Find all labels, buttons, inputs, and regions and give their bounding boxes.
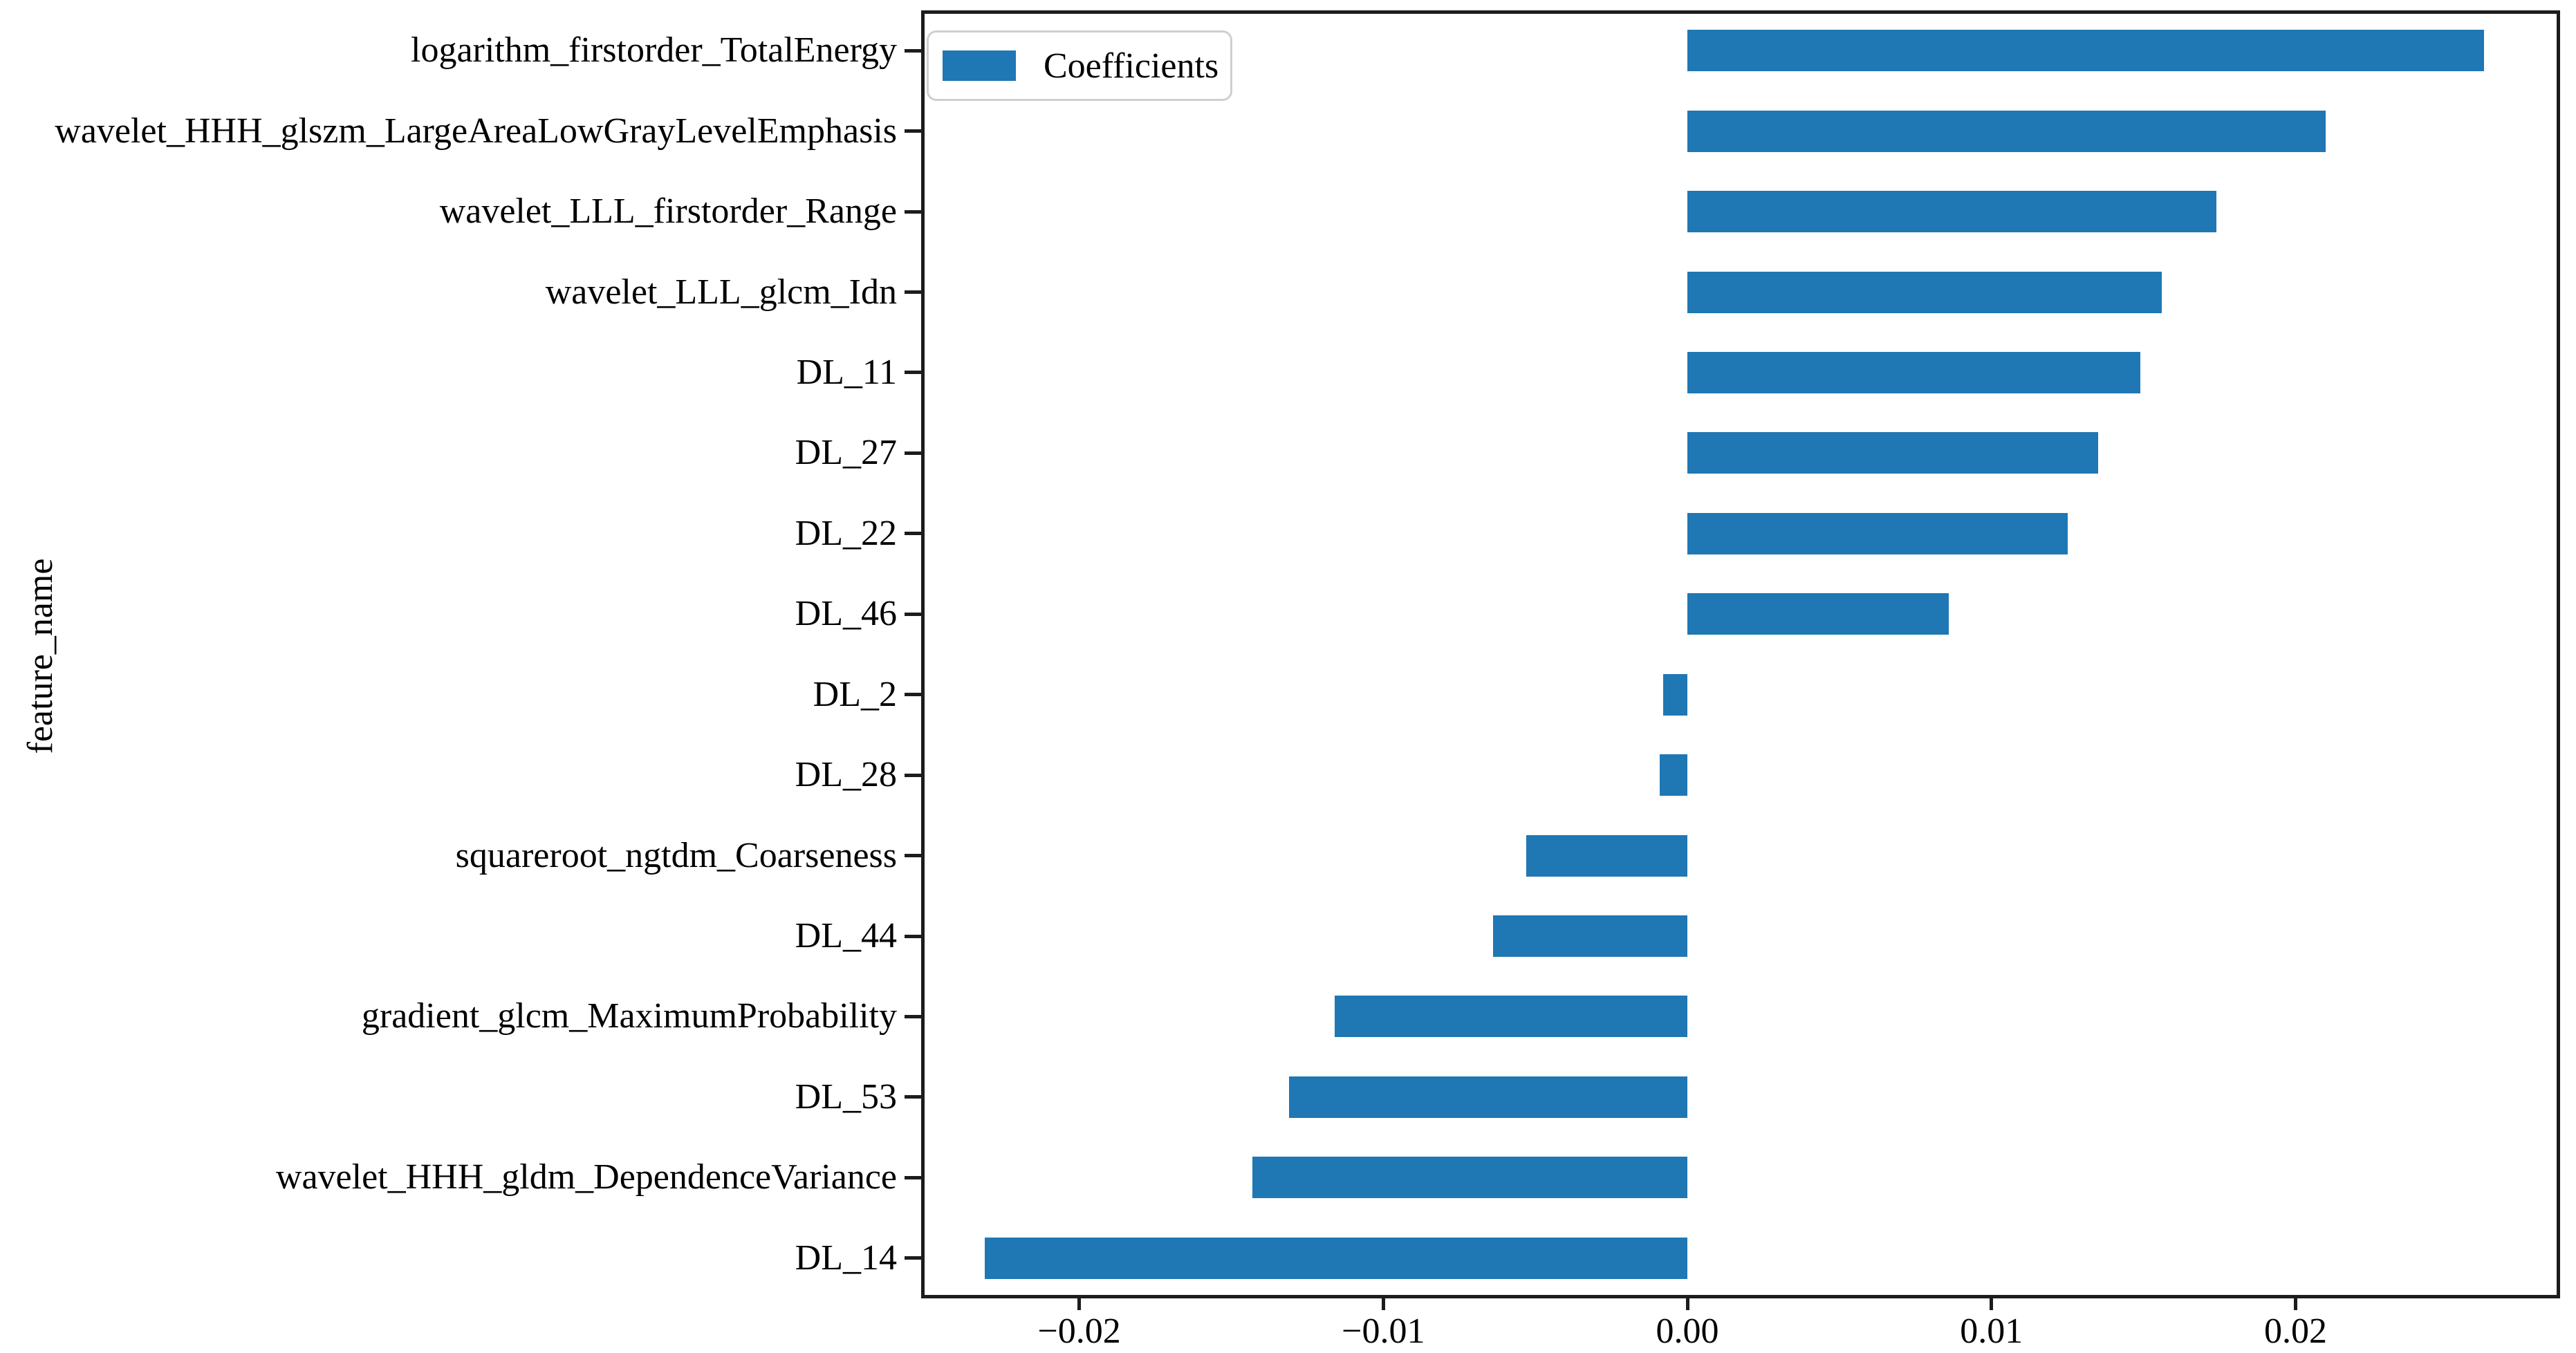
bar-logarithm_firstorder_TotalEnergy (1687, 30, 2485, 72)
ytick-label-DL_28: DL_28 (795, 755, 897, 795)
legend-swatch (943, 50, 1016, 81)
bar-DL_2 (1662, 673, 1688, 716)
ytick-label-wavelet_HHH_glszm_LargeAreaLowGrayLevelEmphasis: wavelet_HHH_glszm_LargeAreaLowGrayLevelE… (55, 111, 897, 151)
bar-wavelet_LLL_firstorder_Range (1687, 191, 2217, 233)
legend: Coefficients (927, 30, 1232, 101)
y-tick-mark (905, 693, 921, 697)
bar-DL_11 (1687, 351, 2141, 393)
bar-DL_14 (985, 1237, 1688, 1279)
y-tick-mark (905, 1256, 921, 1260)
bar-wavelet_LLL_glcm_Idn (1687, 271, 2162, 313)
ytick-label-wavelet_HHH_gldm_DependenceVariance: wavelet_HHH_gldm_DependenceVariance (275, 1157, 897, 1197)
bar-gradient_glcm_MaximumProbability (1334, 996, 1688, 1038)
xtick-label-−0.01: −0.01 (1342, 1312, 1425, 1351)
bar-squareroot_ngtdm_Coarseness (1526, 834, 1688, 877)
bar-wavelet_HHH_gldm_DependenceVariance (1252, 1157, 1688, 1199)
y-tick-mark (905, 934, 921, 938)
y-tick-mark (905, 612, 921, 616)
x-tick-mark (1381, 1297, 1385, 1310)
y-tick-mark (905, 209, 921, 214)
ytick-label-DL_11: DL_11 (796, 352, 897, 392)
ytick-label-DL_2: DL_2 (813, 674, 897, 714)
y-tick-mark (905, 371, 921, 375)
y-tick-mark (905, 1175, 921, 1179)
bar-DL_44 (1492, 915, 1688, 958)
bar-DL_27 (1687, 432, 2098, 474)
ytick-label-gradient_glcm_MaximumProbability: gradient_glcm_MaximumProbability (361, 996, 897, 1036)
y-tick-mark (905, 290, 921, 295)
ytick-label-DL_27: DL_27 (795, 433, 897, 473)
ytick-label-DL_53: DL_53 (795, 1076, 897, 1117)
ytick-label-DL_14: DL_14 (795, 1238, 897, 1278)
ytick-label-DL_22: DL_22 (795, 513, 897, 553)
legend-label: Coefficients (1044, 46, 1219, 86)
y-tick-mark (905, 773, 921, 777)
xtick-label-0.01: 0.01 (1960, 1312, 2023, 1351)
ytick-label-DL_44: DL_44 (795, 916, 897, 956)
x-tick-mark (1077, 1297, 1082, 1310)
x-tick-mark (2293, 1297, 2297, 1310)
y-tick-mark (905, 129, 921, 133)
bar-DL_22 (1687, 512, 2068, 554)
y-axis-title: feature_name (21, 558, 60, 754)
ytick-label-wavelet_LLL_firstorder_Range: wavelet_LLL_firstorder_Range (439, 192, 897, 232)
ytick-label-wavelet_LLL_glcm_Idn: wavelet_LLL_glcm_Idn (545, 272, 897, 312)
bar-DL_53 (1289, 1076, 1688, 1118)
xtick-label-−0.02: −0.02 (1037, 1312, 1121, 1351)
x-tick-mark (1685, 1297, 1689, 1310)
bar-DL_46 (1687, 593, 1949, 635)
y-tick-mark (905, 451, 921, 455)
ytick-label-squareroot_ngtdm_Coarseness: squareroot_ngtdm_Coarseness (455, 835, 897, 875)
xtick-label-0.00: 0.00 (1656, 1312, 1719, 1351)
x-tick-mark (1990, 1297, 1994, 1310)
y-tick-mark (905, 854, 921, 858)
y-tick-mark (905, 1095, 921, 1099)
y-tick-mark (905, 532, 921, 536)
ytick-label-logarithm_firstorder_TotalEnergy: logarithm_firstorder_TotalEnergy (411, 30, 897, 71)
bar-wavelet_HHH_glszm_LargeAreaLowGrayLevelEmphasis (1687, 110, 2326, 152)
xtick-label-0.02: 0.02 (2263, 1312, 2327, 1351)
ytick-label-DL_46: DL_46 (795, 594, 897, 634)
y-tick-mark (905, 48, 921, 53)
y-tick-mark (905, 1014, 921, 1018)
bar-DL_28 (1660, 754, 1688, 796)
